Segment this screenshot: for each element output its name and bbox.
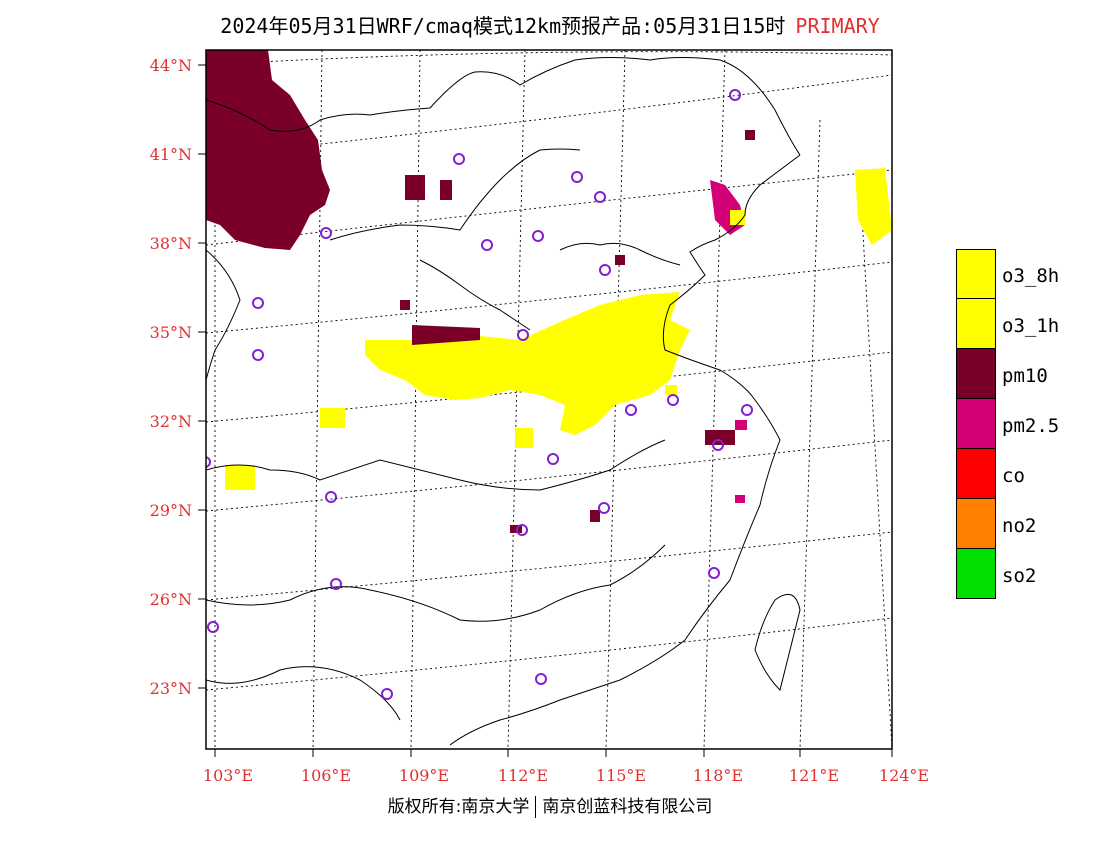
legend-swatch — [956, 249, 996, 299]
lon-labels: 103°E 106°E 109°E 112°E 115°E 118°E 121°… — [203, 766, 929, 785]
lon-label-121: 121°E — [789, 766, 839, 785]
primary-tag: PRIMARY — [795, 14, 880, 38]
lat-label-35: 35°N — [150, 323, 192, 342]
legend-label: no2 — [1002, 515, 1037, 537]
lon-label-115: 115°E — [596, 766, 646, 785]
legend-item-o3-1h: o3_1h — [956, 299, 1096, 349]
pollution-fields — [206, 50, 892, 533]
lon-label-124: 124°E — [879, 766, 929, 785]
map-content — [206, 50, 892, 749]
legend-swatch — [956, 499, 996, 549]
legend-label: co — [1002, 465, 1025, 487]
legend: o3_8h o3_1h pm10 pm2.5 co no2 so2 — [956, 249, 1096, 599]
lon-label-109: 109°E — [399, 766, 449, 785]
legend-item-no2: no2 — [956, 499, 1096, 549]
legend-label: pm10 — [1002, 365, 1048, 387]
title-text: 2024年05月31日WRF/cmaq模式12km预报产品:05月31日15时 — [220, 14, 786, 38]
legend-label: o3_8h — [1002, 265, 1060, 287]
legend-swatch — [956, 549, 996, 599]
legend-swatch — [956, 399, 996, 449]
lat-label-23: 23°N — [150, 679, 192, 698]
legend-item-so2: so2 — [956, 549, 1096, 599]
station-markers — [206, 89, 753, 700]
legend-item-co: co — [956, 449, 1096, 499]
lat-label-38: 38°N — [150, 234, 192, 253]
lat-labels: 44°N 41°N 38°N 35°N 32°N 29°N 26°N 23°N — [150, 56, 192, 698]
footer-right: 南京创蓝科技有限公司 — [542, 797, 713, 817]
lat-label-26: 26°N — [150, 590, 192, 609]
copyright-footer: 版权所有:南京大学 南京创蓝科技有限公司 — [0, 792, 1100, 818]
lon-label-106: 106°E — [301, 766, 351, 785]
legend-item-o3-8h: o3_8h — [956, 249, 1096, 299]
map-frame — [205, 49, 893, 750]
footer-divider — [535, 796, 537, 818]
legend-item-pm10: pm10 — [956, 349, 1096, 399]
map-title: 2024年05月31日WRF/cmaq模式12km预报产品:05月31日15时 P… — [0, 10, 1100, 39]
legend-swatch — [956, 349, 996, 399]
legend-label: so2 — [1002, 565, 1037, 587]
lon-label-112: 112°E — [498, 766, 548, 785]
legend-swatch — [956, 449, 996, 499]
lat-label-29: 29°N — [150, 501, 192, 520]
legend-swatch — [956, 299, 996, 349]
lat-axis — [198, 64, 206, 689]
lat-label-41: 41°N — [150, 145, 192, 164]
lat-label-44: 44°N — [150, 56, 192, 75]
legend-label: o3_1h — [1002, 315, 1060, 337]
lon-label-118: 118°E — [693, 766, 743, 785]
legend-label: pm2.5 — [1002, 415, 1060, 437]
legend-item-pm25: pm2.5 — [956, 399, 1096, 449]
footer-left: 版权所有:南京大学 — [387, 797, 530, 817]
lon-label-103: 103°E — [203, 766, 253, 785]
lat-label-32: 32°N — [150, 412, 192, 431]
lon-axis — [214, 749, 893, 757]
